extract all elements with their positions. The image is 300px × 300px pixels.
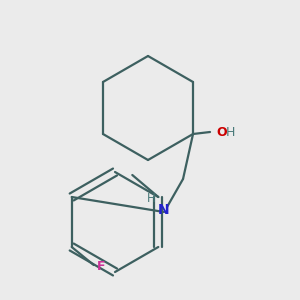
Text: H: H	[147, 193, 155, 206]
Text: H: H	[226, 125, 236, 139]
Text: F: F	[97, 260, 105, 274]
Text: N: N	[158, 203, 170, 217]
Text: O: O	[216, 125, 227, 139]
